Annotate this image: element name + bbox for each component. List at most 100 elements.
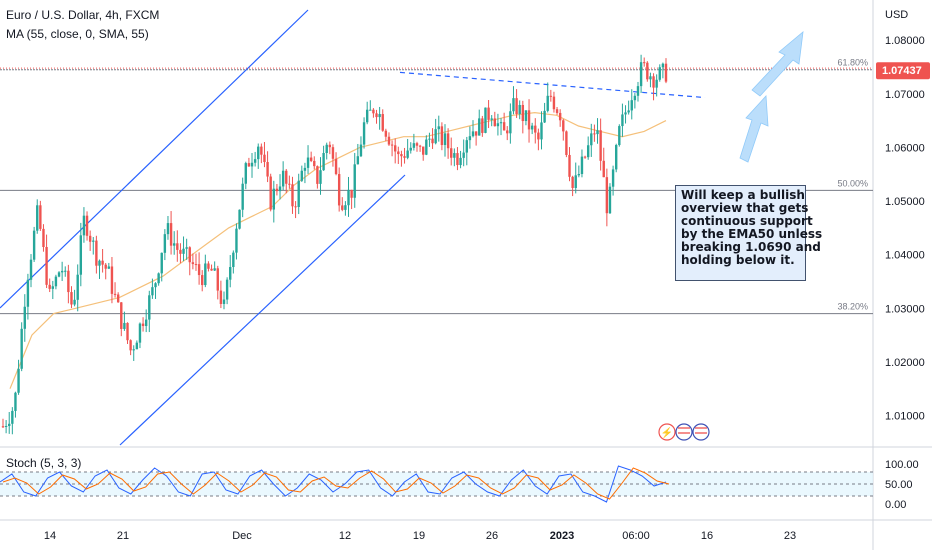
candle-body <box>316 166 319 184</box>
candle-body <box>191 262 195 265</box>
analysis-note[interactable]: Will keep a bullish overview that gets c… <box>675 185 822 281</box>
candle-body <box>281 170 285 187</box>
candle-body <box>197 264 201 276</box>
candle-body <box>148 295 151 320</box>
candle-body <box>29 259 33 280</box>
candle-body <box>344 205 347 210</box>
candle-body <box>319 170 322 184</box>
candle-body <box>350 189 353 198</box>
candle-body <box>300 170 304 181</box>
candle-body <box>297 180 300 208</box>
time-tick-label: 26 <box>486 530 498 542</box>
candle-body <box>60 270 64 273</box>
candle-body <box>278 186 282 192</box>
candle-body <box>471 131 475 137</box>
candle-body <box>176 243 179 250</box>
candle-body <box>565 131 568 155</box>
candle-body <box>51 286 55 289</box>
candle-body <box>272 188 276 210</box>
time-tick-label: 19 <box>413 530 425 542</box>
candle-body <box>596 130 599 135</box>
candle-body <box>275 188 279 192</box>
candle-body <box>8 423 11 426</box>
candle-body <box>527 110 531 130</box>
candle-body <box>166 223 170 235</box>
candle-body <box>403 156 406 158</box>
candle-body <box>359 144 363 157</box>
candle-body <box>378 114 381 118</box>
candle-body <box>135 342 139 350</box>
candle-body <box>257 146 260 160</box>
candle-body <box>415 143 419 146</box>
candle-body <box>76 274 79 300</box>
candle-body <box>462 152 465 158</box>
stoch-band <box>0 472 873 496</box>
candle-body <box>64 270 67 272</box>
candle-body <box>70 292 73 305</box>
candle-body <box>375 113 378 118</box>
candle-body <box>431 138 434 144</box>
candle-body <box>524 110 528 122</box>
candle-body <box>126 322 129 341</box>
candle-body <box>577 173 581 176</box>
candle-body <box>98 260 101 266</box>
candle-body <box>263 154 266 163</box>
candle-body <box>639 62 643 87</box>
candle-body <box>185 247 188 249</box>
candle-body <box>182 248 185 254</box>
candle-body <box>141 323 145 327</box>
symbol-legend: Euro / U.S. Dollar, 4h, FXCM <box>6 8 160 22</box>
candle-body <box>235 228 238 253</box>
candle-body <box>1 426 5 428</box>
candle-body <box>309 157 313 161</box>
candle-body <box>428 138 431 140</box>
note-line: breaking 1.0690 and <box>681 240 821 254</box>
candle-body <box>425 139 428 155</box>
candle-body <box>48 284 51 289</box>
candle-body <box>92 240 95 242</box>
candle-body <box>636 86 640 96</box>
candle-body <box>599 130 602 161</box>
candle-body <box>85 215 89 236</box>
candle-body <box>11 410 14 424</box>
candle-body <box>88 235 92 242</box>
candle-body <box>381 114 384 131</box>
candle-body <box>222 299 226 304</box>
candle-body <box>618 126 621 146</box>
candle-body <box>568 154 571 177</box>
candle-body <box>154 283 157 288</box>
candle-body <box>14 392 17 411</box>
candle-body <box>113 293 117 295</box>
stoch-legend: Stoch (5, 3, 3) <box>6 456 82 470</box>
channel-lower-line <box>119 174 406 446</box>
candle-body <box>543 110 546 123</box>
candle-body <box>512 98 515 112</box>
candle-body <box>116 294 120 303</box>
candle-body <box>443 133 447 146</box>
candle-body <box>291 184 294 207</box>
candle-body <box>586 145 590 158</box>
candle-body <box>456 153 459 166</box>
candle-body <box>129 340 132 351</box>
candle-body <box>216 268 219 291</box>
candle-body <box>23 306 26 329</box>
candle-body <box>499 122 503 124</box>
candle-body <box>546 95 549 111</box>
candle-body <box>372 109 375 114</box>
stoch-d-line <box>2 467 670 500</box>
candle-body <box>341 205 344 210</box>
candle-body <box>229 267 232 280</box>
candle-body <box>303 167 307 171</box>
candle-body <box>655 79 658 88</box>
candle-body <box>188 247 191 263</box>
candle-body <box>481 118 484 133</box>
candle-body <box>412 143 416 148</box>
price-tick-label: 1.03000 <box>885 303 925 315</box>
candle-body <box>406 150 409 158</box>
candle-body <box>384 130 388 137</box>
candle-body <box>437 126 440 130</box>
candle-body <box>633 95 637 101</box>
candle-body <box>204 263 207 286</box>
candle-body <box>244 163 247 184</box>
candle-body <box>387 136 391 145</box>
